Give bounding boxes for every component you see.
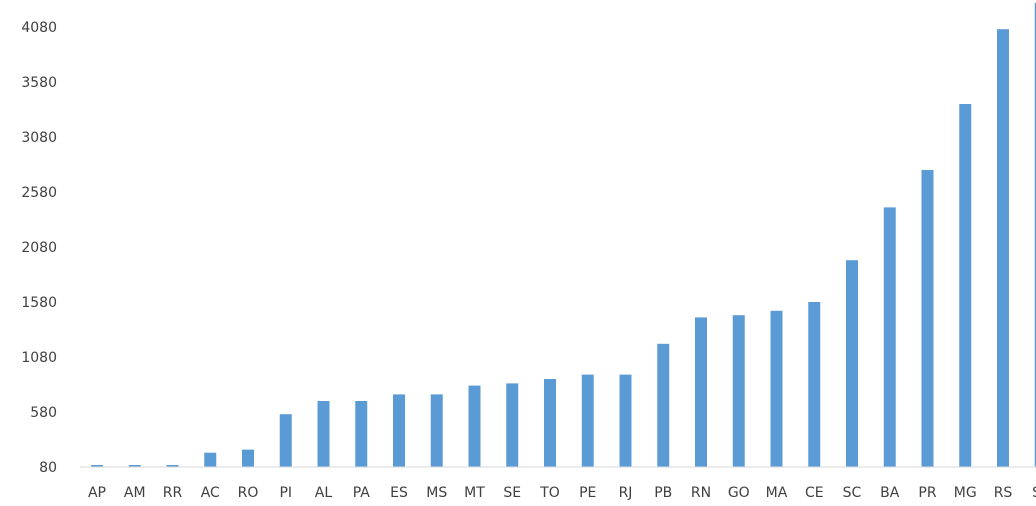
x-category-label: PA [353, 485, 371, 501]
x-category-label: MT [464, 485, 485, 501]
x-category-label: RR [163, 485, 183, 501]
bar-go [732, 315, 745, 467]
x-category-label: SP [1032, 485, 1036, 501]
y-tick-label: 580 [30, 405, 57, 421]
x-category-label: RN [691, 485, 711, 501]
y-tick-label: 3080 [21, 130, 57, 146]
y-tick-label: 2080 [21, 240, 57, 256]
x-category-label: PR [918, 485, 936, 501]
bar-ms [430, 394, 443, 467]
bar-ba [883, 207, 896, 467]
y-tick-label: 4080 [21, 20, 57, 36]
y-tick-label: 3580 [21, 75, 57, 91]
bar-rj [619, 374, 632, 467]
x-category-label: AM [124, 485, 146, 501]
y-tick-label: 80 [39, 460, 57, 476]
bar-rr [166, 465, 179, 467]
bar-to [544, 379, 556, 467]
x-category-label: MA [766, 485, 788, 501]
bar-ma [770, 310, 783, 467]
x-category-label: PE [579, 485, 596, 501]
x-category-label: AC [201, 485, 220, 501]
y-tick-label: 2580 [21, 185, 57, 201]
x-category-label: SE [503, 485, 521, 501]
bar-pe [581, 374, 594, 467]
bar-ro [242, 449, 254, 467]
bar-ac [204, 452, 217, 467]
bar-rs [997, 29, 1009, 467]
bar-al [317, 401, 330, 467]
bar-ap [91, 465, 103, 467]
bar-rn [695, 317, 707, 467]
bar-mg [959, 104, 972, 467]
x-category-label: TO [539, 485, 560, 501]
bar-series [91, 2, 1036, 468]
bar-mt [468, 385, 481, 467]
bar-pr [921, 170, 934, 467]
x-category-label: AP [88, 485, 106, 501]
x-category-label: CE [805, 485, 824, 501]
x-category-label: MG [954, 485, 977, 501]
x-category-label: ES [390, 485, 408, 501]
bar-ce [808, 302, 821, 467]
bar-pb [657, 343, 670, 467]
x-category-label: SC [843, 485, 862, 501]
y-axis-tick-labels: 80 580 1080 1580 2080 2580 3080 3580 4080 [21, 20, 57, 476]
y-tick-label: 1580 [21, 295, 57, 311]
x-category-label: RJ [619, 485, 633, 501]
bar-sc [846, 260, 858, 467]
x-category-label: RS [994, 485, 1013, 501]
y-tick-label: 1080 [21, 350, 57, 366]
x-category-label: RO [238, 485, 259, 501]
x-category-label: AL [315, 485, 333, 501]
bar-pi [279, 414, 292, 467]
x-category-label: PB [654, 485, 672, 501]
bar-es [393, 394, 405, 467]
bar-am [128, 465, 141, 467]
bar-se [506, 383, 519, 467]
x-category-label: GO [728, 485, 750, 501]
x-category-label: PI [279, 485, 292, 501]
x-category-label: MS [426, 485, 447, 501]
bar-pa [355, 401, 368, 467]
x-axis-category-labels: AP AM RR AC RO PI AL PA ES MS MT SE TO PE RJ PB RN GO MA CE… [88, 485, 1036, 501]
x-category-label: BA [880, 485, 900, 501]
bar-sp [1034, 2, 1036, 468]
